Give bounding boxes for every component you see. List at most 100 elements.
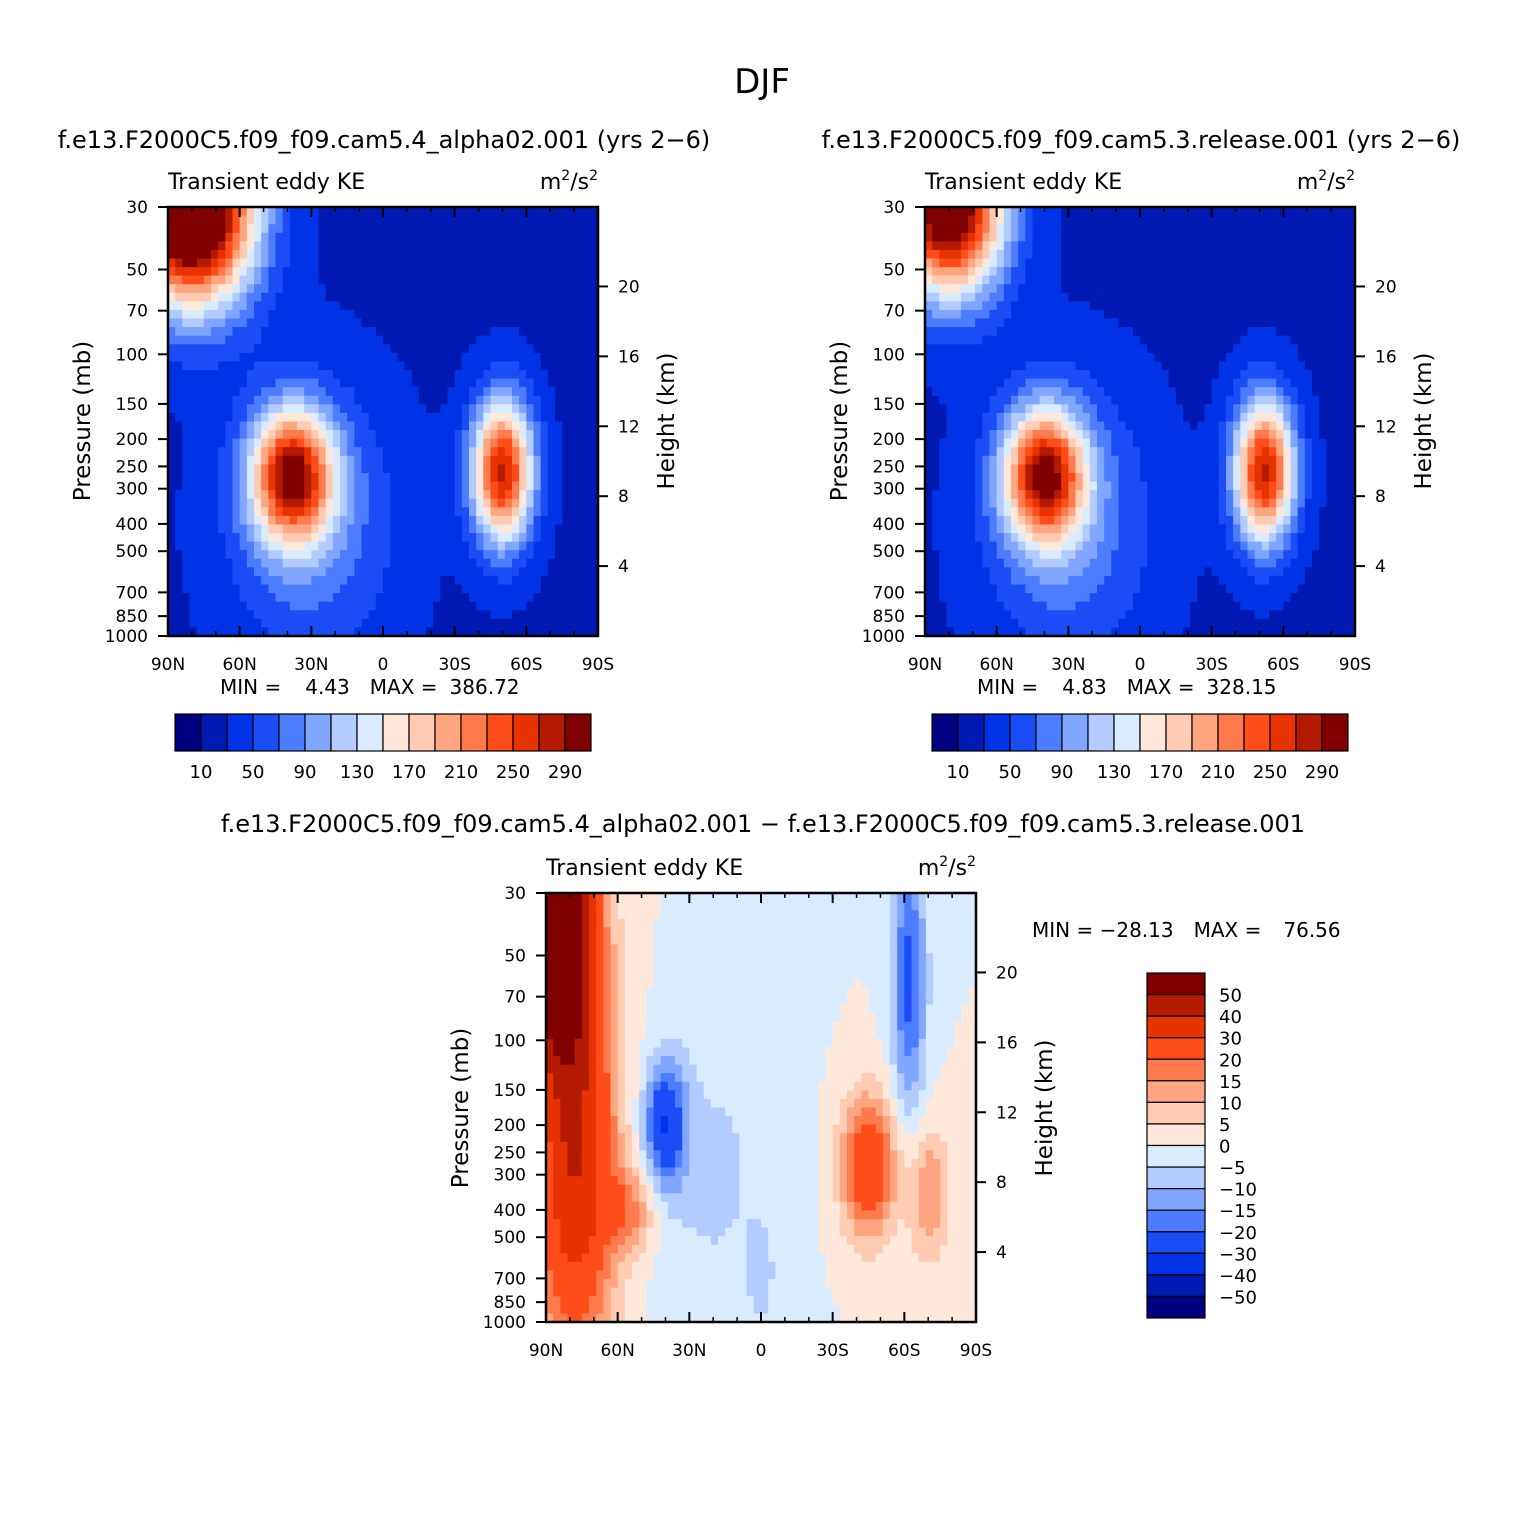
contour-cell [953, 361, 962, 371]
contour-cell [590, 318, 599, 328]
contour-cell [368, 215, 377, 225]
contour-cell [562, 284, 570, 294]
contour-cell [1168, 215, 1177, 225]
contour-cell [297, 378, 305, 388]
contour-cell [1204, 378, 1213, 388]
contour-cell [246, 258, 255, 268]
contour-cell [246, 224, 255, 234]
contour-cell [175, 464, 183, 474]
contour-cell [239, 292, 248, 302]
contour-cell [246, 447, 255, 457]
contour-cell [254, 224, 262, 234]
contour-cell [261, 472, 269, 483]
contour-cell [189, 387, 198, 397]
contour-cell [469, 241, 477, 251]
contour-cell [261, 567, 269, 577]
contour-cell [1190, 455, 1198, 465]
contour-cell [519, 541, 527, 551]
contour-cell [254, 241, 262, 251]
contour-cell [232, 267, 241, 277]
contour-cell [361, 215, 370, 225]
contour-cell [1111, 215, 1120, 225]
contour-cell [404, 584, 413, 594]
contour-cell [1118, 412, 1127, 423]
contour-cell [526, 249, 535, 260]
contour-cell [411, 541, 420, 551]
contour-cell [526, 618, 535, 629]
contour-cell [960, 412, 969, 423]
contour-cell [375, 558, 384, 568]
contour-cell [447, 301, 456, 311]
contour-cell [1175, 447, 1184, 457]
contour-cell [261, 464, 269, 474]
contour-cell [526, 447, 535, 457]
contour-cell [1032, 395, 1041, 405]
contour-cell [297, 498, 305, 508]
contour-cell [946, 464, 955, 474]
contour-cell [925, 275, 933, 285]
contour-cell [225, 430, 234, 440]
contour-cell [232, 627, 241, 637]
contour-cell [519, 275, 527, 285]
contour-cell [469, 490, 477, 500]
contour-cell [189, 352, 198, 363]
colorbar-label: 10 [190, 762, 213, 783]
contour-cell [218, 224, 226, 234]
contour-cell [483, 498, 492, 508]
contour-cell [289, 430, 298, 440]
contour-cell [476, 241, 484, 251]
contour-cell [512, 593, 520, 603]
contour-cell [569, 267, 578, 277]
contour-cell [946, 430, 955, 440]
contour-cell [1018, 335, 1026, 345]
contour-cell [232, 412, 241, 423]
contour-cell [404, 627, 413, 637]
contour-cell [418, 370, 427, 380]
contour-cell [418, 258, 427, 268]
contour-cell [1190, 335, 1198, 345]
contour-cell [1211, 447, 1220, 457]
contour-cell [1319, 249, 1327, 260]
contour-cell [1276, 215, 1284, 225]
contour-cell [996, 267, 1005, 277]
contour-cell [946, 241, 955, 251]
contour-cell [404, 335, 413, 345]
contour-cell [1011, 327, 1019, 337]
contour-cell [1154, 370, 1163, 380]
contour-cell [590, 309, 599, 320]
contour-cell [196, 575, 205, 586]
contour-cell [989, 430, 998, 440]
contour-cell [1233, 301, 1241, 311]
contour-cell [1082, 309, 1091, 320]
contour-cell [261, 344, 269, 354]
contour-cell [562, 498, 570, 508]
contour-cell [1175, 335, 1184, 345]
contour-cell [397, 318, 406, 328]
contour-cell [1347, 352, 1356, 363]
contour-cell [426, 541, 434, 551]
contour-cell [1075, 249, 1084, 260]
contour-cell [454, 241, 463, 251]
contour-cell [203, 601, 212, 611]
contour-cell [1240, 361, 1249, 371]
contour-cell [1304, 224, 1313, 234]
contour-cell [340, 593, 348, 603]
contour-cell [325, 215, 334, 225]
contour-cell [497, 318, 506, 328]
contour-cell [225, 593, 234, 603]
contour-cell [225, 490, 234, 500]
contour-cell [261, 507, 269, 517]
contour-cell [1261, 284, 1270, 294]
contour-cell [426, 361, 434, 371]
contour-cell [275, 601, 284, 611]
contour-cell [168, 464, 176, 474]
contour-cell [397, 370, 406, 380]
contour-cell [447, 224, 456, 234]
contour-cell [282, 447, 291, 457]
contour-cell [318, 524, 327, 534]
contour-cell [375, 430, 384, 440]
contour-cell [540, 207, 549, 217]
contour-cell [504, 275, 513, 285]
contour-cell [225, 370, 234, 380]
contour-cell [254, 481, 262, 491]
